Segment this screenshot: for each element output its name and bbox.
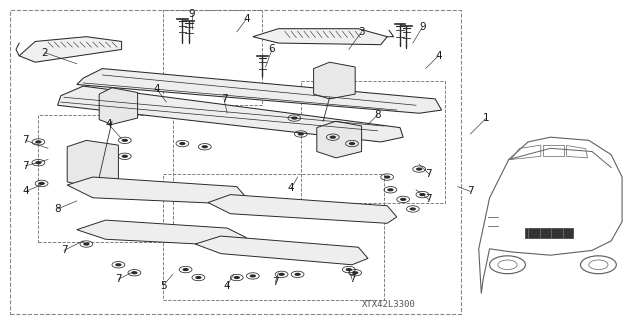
Circle shape: [122, 155, 128, 158]
Circle shape: [384, 175, 390, 179]
Circle shape: [122, 139, 128, 142]
Polygon shape: [314, 62, 355, 99]
Circle shape: [250, 274, 256, 278]
Circle shape: [115, 263, 122, 266]
Polygon shape: [317, 121, 362, 158]
Polygon shape: [208, 195, 397, 223]
Polygon shape: [99, 88, 138, 124]
Polygon shape: [253, 29, 387, 45]
Text: 3: 3: [358, 27, 365, 37]
Text: 7: 7: [272, 277, 278, 287]
Text: 7: 7: [61, 245, 67, 256]
Text: 8: 8: [54, 204, 61, 214]
Text: 4: 4: [288, 183, 294, 193]
Circle shape: [298, 132, 304, 136]
Circle shape: [400, 198, 406, 201]
Circle shape: [416, 167, 422, 171]
Circle shape: [35, 161, 42, 164]
Text: 4: 4: [22, 186, 29, 197]
Text: 7: 7: [467, 186, 474, 197]
Polygon shape: [195, 236, 368, 265]
Circle shape: [346, 268, 352, 271]
Text: 7: 7: [22, 135, 29, 145]
Text: 5: 5: [160, 280, 166, 291]
Bar: [301, 81, 445, 203]
Text: 7: 7: [221, 94, 227, 104]
Circle shape: [35, 140, 42, 144]
Circle shape: [387, 188, 394, 191]
Polygon shape: [67, 177, 246, 204]
Polygon shape: [58, 86, 403, 142]
Circle shape: [352, 271, 358, 274]
Circle shape: [278, 273, 285, 276]
Circle shape: [294, 273, 301, 276]
Bar: [38, 115, 173, 242]
Polygon shape: [77, 220, 246, 246]
Circle shape: [419, 193, 426, 196]
Circle shape: [349, 142, 355, 145]
Text: 9: 9: [189, 9, 195, 19]
Polygon shape: [525, 228, 573, 238]
Circle shape: [38, 182, 45, 185]
Circle shape: [330, 136, 336, 139]
Text: 7: 7: [426, 169, 432, 179]
Circle shape: [291, 116, 298, 120]
Text: 1: 1: [483, 113, 490, 123]
Circle shape: [195, 276, 202, 279]
Polygon shape: [19, 37, 122, 62]
Circle shape: [234, 276, 240, 279]
Text: 4: 4: [224, 280, 230, 291]
Bar: [163, 10, 262, 105]
Text: 7: 7: [115, 274, 122, 284]
Circle shape: [131, 271, 138, 274]
Bar: [163, 174, 384, 300]
Text: 4: 4: [435, 51, 442, 61]
Text: 2: 2: [42, 48, 48, 58]
Polygon shape: [67, 140, 118, 187]
Circle shape: [182, 268, 189, 271]
Text: 8: 8: [374, 110, 381, 120]
Circle shape: [179, 142, 186, 145]
Circle shape: [410, 207, 416, 211]
Text: 4: 4: [154, 84, 160, 94]
Text: 7: 7: [349, 274, 355, 284]
Text: 4: 4: [243, 14, 250, 24]
Text: 4: 4: [106, 119, 112, 130]
Circle shape: [83, 242, 90, 246]
Text: 6: 6: [269, 44, 275, 55]
Text: XTX42L3300: XTX42L3300: [362, 300, 416, 309]
Text: 7: 7: [22, 161, 29, 171]
Circle shape: [202, 145, 208, 148]
Polygon shape: [77, 69, 442, 113]
Bar: [10, 10, 461, 314]
Text: 7: 7: [426, 194, 432, 204]
Text: 9: 9: [419, 22, 426, 32]
